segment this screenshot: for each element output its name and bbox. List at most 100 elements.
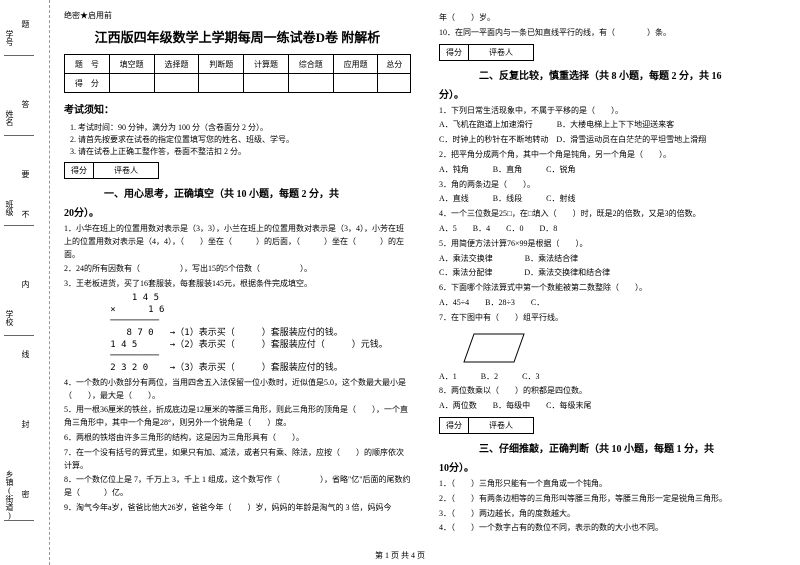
margin-label: 乡镇(街道) <box>4 470 15 520</box>
s2q7: 7．在下图中有（ ）组平行线。 <box>439 312 786 325</box>
notice-item: 请首先按要求在试卷的指定位置填写您的姓名、班级、学号。 <box>78 134 411 146</box>
margin-line <box>4 520 34 521</box>
section2-points: 分）。 <box>439 86 786 101</box>
calc-line: ───────── <box>94 316 411 328</box>
binding-margin: 学号 姓名 班级 学校 乡镇(街道) 题 答 要 不 内 线 封 密 <box>0 0 50 565</box>
q10: 10．在同一平面内与一条已知直线平行的线，有（ ）条。 <box>439 27 786 40</box>
row-label: 得 分 <box>65 74 110 93</box>
q2: 2．24的所有因数有（ ），写出15的5个倍数（ ）。 <box>64 263 411 276</box>
margin-sub: 不 <box>20 210 31 218</box>
s2q2: 2．把平角分成两个角，其中一个角是钝角，另一个角是（ ）。 <box>439 149 786 162</box>
q1: 1．小华在班上的位置用数对表示是（3，3），小兰在班上的位置用数对表示是（3，4… <box>64 223 411 261</box>
secret-label: 绝密★启用前 <box>64 10 411 21</box>
calc-line: ───────── <box>94 351 411 363</box>
margin-sub: 答 <box>20 100 31 108</box>
q5: 5．用一根36厘米的铁丝，折成底边是12厘米的等腰三角形，则此三角形的顶角是（ … <box>64 404 411 430</box>
q9: 9．淘气今年a岁，爸爸比他大26岁，爸爸今年（ ）岁，妈妈的年龄是淘气的 3 倍… <box>64 502 411 515</box>
left-column: 绝密★启用前 江西版四年级数学上学期每周一练试卷D卷 附解析 题 号 填空题 选… <box>50 0 425 565</box>
section3-points: 10分）。 <box>439 459 786 474</box>
s2q2a: A．钝角 B．直角 C．锐角 <box>439 164 786 177</box>
s2q6a: A．45÷4 B．28÷3 C． <box>439 297 786 310</box>
s2q7a: A．1 B．2 C．3 <box>439 371 786 384</box>
margin-label: 学号 <box>4 30 15 46</box>
right-column: 年（ ）岁。 10．在同一平面内与一条已知直线平行的线，有（ ）条。 得分评卷人… <box>425 0 800 565</box>
margin-sub: 题 <box>20 20 31 28</box>
s2q8: 8．两位数乘以（ ）的积都是四位数。 <box>439 385 786 398</box>
paper-title: 江西版四年级数学上学期每周一练试卷D卷 附解析 <box>64 27 411 46</box>
th: 题 号 <box>65 55 110 74</box>
scorebox-a: 得分 <box>440 45 469 60</box>
s2q4a: A．5 B．4 C．0 D．8 <box>439 223 786 236</box>
s2q1a: A．飞机在跑道上加速滑行 B．大楼电梯上上下下地迎送来客 <box>439 119 786 132</box>
cell[interactable] <box>378 74 411 93</box>
margin-line <box>4 135 34 136</box>
q6: 6．两根的铁塔由许多三角形的结构，这是因为三角形具有（ ）。 <box>64 432 411 445</box>
score-box: 得分评卷人 <box>439 417 534 434</box>
score-box: 得分评卷人 <box>439 44 534 61</box>
q3: 3．王老板进货，买了16套服装，每套服装145元，根据条件完成填空。 <box>64 278 411 291</box>
s2q1b: C．时钟上的秒针在不断地转动 D．滑雪运动员在白茫茫的平坦雪地上滑翔 <box>439 134 786 147</box>
q4: 4．一个数的小数部分有两位，当用四舍五入法保留一位小数时，近似值是5.0，这个数… <box>64 377 411 403</box>
margin-sub: 封 <box>20 420 31 428</box>
margin-label: 班级 <box>4 200 15 216</box>
s2q5: 5．用简便方法计算76×99是根据（ ）。 <box>439 238 786 251</box>
calc-line: 2 3 2 0 →（3）表示买（ ）套服装应付的钱。 <box>94 363 411 375</box>
margin-line <box>4 335 34 336</box>
q8: 8．一个数亿位上是 7，千万上 3，千上 1 组成，这个数写作（ ），省略"亿"… <box>64 474 411 500</box>
cell[interactable] <box>154 74 199 93</box>
margin-line <box>4 225 34 226</box>
s2q5a: A．乘法交换律 B．乘法结合律 <box>439 253 786 266</box>
page-footer: 第 1 页 共 4 页 <box>0 550 800 561</box>
s2q1: 1．下列日常生活现象中，不属于平移的是（ ）。 <box>439 105 786 118</box>
margin-sub: 内 <box>20 280 31 288</box>
score-table: 题 号 填空题 选择题 判断题 计算题 综合题 应用题 总分 得 分 <box>64 54 411 93</box>
scorebox-a: 得分 <box>65 163 94 178</box>
th: 填空题 <box>109 55 154 74</box>
section1-points: 20分）。 <box>64 204 411 219</box>
cell[interactable] <box>333 74 378 93</box>
calc-line: 1 4 5 <box>94 293 411 305</box>
scorebox-a: 得分 <box>440 418 469 433</box>
section1-title: 一、用心思考，正确填空（共 10 小题，每题 2 分，共 <box>104 185 411 200</box>
margin-line <box>4 55 34 56</box>
s2q6: 6．下面哪个除法算式中第一个数能被第二数整除（ ）。 <box>439 282 786 295</box>
calc-line: 8 7 0 →（1）表示买（ ）套服装应付的钱。 <box>94 328 411 340</box>
s2q3a: A．直线 B．线段 C．射线 <box>439 193 786 206</box>
q9b: 年（ ）岁。 <box>439 12 786 25</box>
th: 应用题 <box>333 55 378 74</box>
scorebox-b: 评卷人 <box>469 45 533 60</box>
scorebox-b: 评卷人 <box>94 163 158 178</box>
s2q4: 4．一个三位数是25□，在□填入（ ）时，既是2的倍数，又是3的倍数。 <box>439 208 786 221</box>
scorebox-b: 评卷人 <box>469 418 533 433</box>
content-area: 绝密★启用前 江西版四年级数学上学期每周一练试卷D卷 附解析 题 号 填空题 选… <box>50 0 800 565</box>
rhombus-figure <box>459 329 529 367</box>
s3q3: 3．（ ）两边越长，角的度数越大。 <box>439 508 786 521</box>
q7: 7．在一个没有括号的算式里，如果只有加、减法，或者只有乘、除法，应按（ ）的顺序… <box>64 447 411 473</box>
s3q2: 2．（ ）有两条边相等的三角形叫等腰三角形，等腰三角形一定是锐角三角形。 <box>439 493 786 506</box>
calculation-block: 1 4 5 × 1 6 ───────── 8 7 0 →（1）表示买（ ）套服… <box>94 293 411 375</box>
cell[interactable] <box>288 74 333 93</box>
margin-sub: 线 <box>20 350 31 358</box>
calc-line: 1 4 5 →（2）表示买（ ）套服装应付（ ）元钱。 <box>94 340 411 352</box>
s3q4: 4．（ ）一个数字占有的数位不同，表示的数的大小也不同。 <box>439 522 786 535</box>
score-box: 得分评卷人 <box>64 162 159 179</box>
notice-item: 请在试卷上正确工整作答，卷面不整洁扣 2 分。 <box>78 146 411 158</box>
section2-title: 二、反复比较，慎重选择（共 8 小题，每题 2 分，共 16 <box>479 67 786 82</box>
calc-line: × 1 6 <box>94 305 411 317</box>
margin-label: 学校 <box>4 310 15 326</box>
notice-title: 考试须知： <box>64 101 411 116</box>
notice-list: 考试时间：90 分钟，满分为 100 分（含卷面分 2 分）。 请首先按要求在试… <box>64 122 411 158</box>
th: 选择题 <box>154 55 199 74</box>
margin-sub: 密 <box>20 490 31 498</box>
th: 判断题 <box>199 55 244 74</box>
s3q1: 1．（ ）三角形只能有一个直角或一个钝角。 <box>439 478 786 491</box>
s2q8a: A．两位数 B．每级中 C．每级末尾 <box>439 400 786 413</box>
notice-item: 考试时间：90 分钟，满分为 100 分（含卷面分 2 分）。 <box>78 122 411 134</box>
cell[interactable] <box>109 74 154 93</box>
th: 综合题 <box>288 55 333 74</box>
th: 计算题 <box>244 55 289 74</box>
margin-label: 姓名 <box>4 110 15 126</box>
s2q5b: C．乘法分配律 D．乘法交换律和结合律 <box>439 267 786 280</box>
cell[interactable] <box>244 74 289 93</box>
cell[interactable] <box>199 74 244 93</box>
